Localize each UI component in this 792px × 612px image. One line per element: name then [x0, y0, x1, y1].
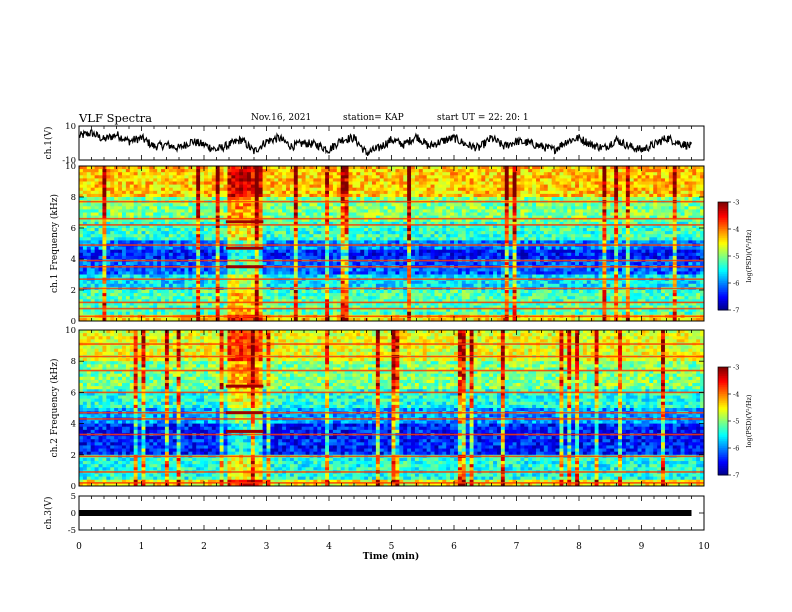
ch1-spectrogram-ylabel: ch.1 Frequency (kHz) — [49, 194, 60, 293]
ch3-waveform-trace — [79, 510, 692, 516]
ch2-spectrogram-ytick-label: 10 — [65, 326, 76, 336]
time-axis-title: Time (min) — [363, 551, 420, 562]
ch2-spectrogram-colorbar-tick: -5 — [733, 418, 739, 426]
ch1-spectrogram-ytick-label: 4 — [71, 255, 76, 265]
ch1-spectrogram-burst-line — [226, 265, 264, 268]
time-tick-label: 9 — [639, 542, 645, 552]
ch1-spectrogram-emission-line — [79, 218, 704, 220]
time-tick-label: 5 — [389, 542, 395, 552]
ch1-spectrogram-colorbar-tick: -6 — [733, 280, 739, 288]
ch1-spectrogram-emission-line — [79, 244, 704, 246]
ch1-colorbar: -3 -4 -5 -6 -7 log(PSD)(V²/Hz) — [718, 199, 753, 315]
ch2-spectrogram-emission-line — [79, 412, 704, 414]
ch1-spectrogram-burst-line — [226, 220, 264, 223]
ch1-spectrogram-emission-line — [79, 302, 704, 304]
ch2-spectrogram-emission-line — [79, 343, 704, 345]
time-axis: 0 1 2 3 4 5 6 7 8 9 10 Time (min) — [76, 542, 710, 562]
time-tick-label: 10 — [698, 542, 710, 552]
ch1-spectrogram-emission-line — [79, 288, 704, 290]
ch1-spectrogram-emission-line — [79, 201, 704, 203]
ch2-spectrogram-emission-line — [79, 434, 704, 436]
ch1-spectrogram-colorbar-tick: -3 — [733, 199, 739, 207]
ch3-waveform-ytick-label: -5 — [68, 526, 76, 536]
ch3-waveform-ytick-label: 5 — [71, 492, 76, 502]
time-tick-label: 8 — [576, 542, 582, 552]
ch2-spectrogram-colorbar-label: log(PSD)(V²/Hz) — [745, 394, 753, 447]
time-tick-label: 3 — [264, 542, 270, 552]
ch2-spectrogram-ytick-label: 4 — [71, 420, 76, 430]
time-tick-label: 4 — [326, 542, 332, 552]
ch2-spectrogram-emission-line — [79, 356, 704, 358]
ch1-waveform-ytick-label: 10 — [65, 122, 76, 132]
ch1-spectrogram-emission-line — [79, 266, 704, 268]
ch2-spectrogram-emission-line — [79, 471, 704, 473]
ch1-spectrogram-colorbar-tick: -7 — [733, 307, 739, 315]
ch1-spectrogram-emission-line — [79, 278, 704, 280]
time-tick-label: 6 — [451, 542, 457, 552]
time-tick-label: 2 — [201, 542, 207, 552]
ch2-spectrogram-colorbar-tick: -4 — [733, 391, 739, 399]
ch1-spectrogram-emission-line — [79, 224, 704, 226]
time-tick-label: 0 — [76, 542, 82, 552]
ch2-spectrogram-emission-line — [79, 418, 704, 420]
ch2-spectrogram-ytick-label: 2 — [71, 451, 76, 461]
ch1-spectrogram-ytick-label: 2 — [71, 286, 76, 296]
ch1-spectrogram-burst-line — [226, 247, 264, 250]
ch2-spectrogram-colorbar-tick: -6 — [733, 445, 739, 453]
ch2-spectrogram-emission-line — [79, 370, 704, 372]
ch1-spectrogram-colorbar-tick: -5 — [733, 253, 739, 261]
ch2-spectrogram-emission-line — [79, 392, 704, 394]
ch1-spectrogram-emission-line — [79, 308, 704, 310]
ch2-spectrogram-colorbar-tick: -3 — [733, 364, 739, 372]
time-tick-label: 1 — [139, 542, 145, 552]
ch2-spectrogram-emission-line — [79, 456, 704, 458]
ch1-spectrogram-colorbar-tick: -4 — [733, 226, 739, 234]
ch1-spectrogram-ytick-label: 6 — [71, 224, 76, 234]
ch2-spectrogram-panel: 0 2 4 6 8 10 -3 -4 -5 -6 -7 log(PSD)(V²/Hz) — [65, 326, 753, 492]
ch2-spectrogram-burst-line — [226, 430, 264, 433]
ch3-waveform-ylabel: ch.3(V) — [43, 497, 54, 530]
ch2-spectrogram-burst-line — [226, 411, 264, 414]
ch1-spectrogram-colorbar-label: log(PSD)(V²/Hz) — [745, 229, 753, 282]
ch3-waveform-ytick-label: 0 — [71, 509, 76, 519]
ch1-spectrogram-emission-line — [79, 260, 704, 262]
ch1-waveform-ylabel: ch.1(V) — [43, 127, 54, 160]
ch2-spectrogram-colorbar-tick: -7 — [733, 472, 739, 480]
ch2-spectrogram-ytick-label: 6 — [71, 388, 76, 398]
ch2-colorbar: -3 -4 -5 -6 -7 log(PSD)(V²/Hz) — [718, 364, 753, 480]
ch1-spectrogram-ytick-label: 8 — [71, 193, 76, 203]
ch1-waveform-panel: 10-10 — [62, 122, 704, 166]
ch2-spectrogram-ytick-label: 0 — [71, 482, 76, 492]
ch1-spectrogram-ytick-label: 10 — [65, 162, 76, 172]
ch2-spectrogram-burst-line — [226, 385, 264, 388]
ch2-spectrogram-ytick-label: 8 — [71, 357, 76, 367]
ch2-spectrogram-ylabel: ch.2 Frequency (kHz) — [49, 359, 60, 458]
ch1-waveform-trace — [79, 130, 692, 156]
ch3-waveform-panel: 5 0 -5 — [68, 492, 704, 536]
time-tick-label: 7 — [514, 542, 520, 552]
